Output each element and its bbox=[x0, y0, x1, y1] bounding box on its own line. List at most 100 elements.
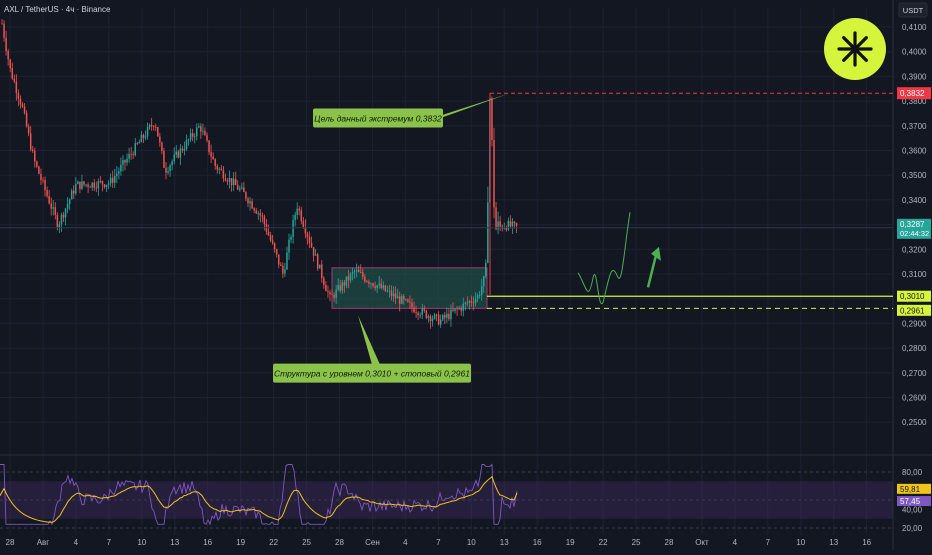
level-price-label: 0,3010 bbox=[900, 292, 925, 301]
rsi-y-tick-label: 40,00 bbox=[902, 505, 923, 514]
candle bbox=[15, 81, 18, 94]
candle bbox=[228, 178, 231, 182]
structure-callout-text: Структура с уровнем 0,3010 + стоповый 0,… bbox=[274, 369, 470, 379]
candle bbox=[128, 153, 130, 159]
candle bbox=[114, 176, 116, 183]
candle bbox=[513, 221, 516, 224]
candle bbox=[357, 270, 360, 273]
candle bbox=[341, 282, 344, 291]
candle bbox=[439, 319, 442, 325]
candle bbox=[193, 136, 196, 138]
candle bbox=[364, 276, 366, 282]
candle bbox=[9, 59, 11, 69]
candle bbox=[466, 302, 469, 304]
candle bbox=[415, 312, 417, 313]
candle bbox=[421, 308, 423, 315]
candle bbox=[189, 133, 192, 140]
candle bbox=[456, 308, 458, 310]
x-tick-label: 7 bbox=[107, 538, 112, 547]
candle bbox=[349, 273, 352, 281]
candle bbox=[185, 140, 188, 149]
y-tick-label: 0,2600 bbox=[902, 394, 927, 403]
candle bbox=[200, 126, 202, 132]
candle bbox=[300, 210, 303, 222]
candle bbox=[294, 214, 296, 221]
candle bbox=[288, 239, 290, 253]
candle bbox=[347, 276, 350, 281]
candle bbox=[306, 233, 309, 238]
candle bbox=[64, 208, 67, 218]
candle bbox=[329, 292, 331, 295]
x-tick-label: 13 bbox=[500, 538, 509, 547]
candle bbox=[241, 187, 243, 189]
candle bbox=[290, 236, 292, 240]
x-tick-label: 10 bbox=[796, 538, 805, 547]
candle bbox=[21, 104, 24, 107]
rsi-ma-line bbox=[0, 475, 518, 523]
x-tick-label: 28 bbox=[665, 538, 674, 547]
candle bbox=[3, 23, 5, 38]
candle bbox=[17, 93, 20, 99]
candle bbox=[77, 181, 79, 184]
candle bbox=[62, 214, 65, 218]
candle bbox=[446, 313, 448, 318]
y-tick-label: 0,3200 bbox=[902, 245, 927, 254]
candle bbox=[38, 166, 40, 174]
candle bbox=[163, 150, 165, 168]
candle bbox=[107, 183, 110, 185]
rsi-y-tick-label: 20,00 bbox=[902, 524, 923, 533]
candle bbox=[54, 207, 57, 215]
candle bbox=[366, 281, 368, 283]
x-tick-label: 19 bbox=[236, 538, 245, 547]
candle bbox=[50, 203, 52, 209]
y-tick-label: 0,3600 bbox=[902, 147, 927, 156]
candle bbox=[66, 203, 69, 209]
candle bbox=[11, 68, 13, 79]
candle bbox=[485, 262, 487, 276]
candle bbox=[183, 148, 186, 151]
currency-label: USDT bbox=[903, 6, 924, 15]
candle bbox=[79, 181, 81, 189]
candle bbox=[239, 188, 241, 190]
candle bbox=[46, 189, 48, 196]
rsi-ma-value-label: 57,45 bbox=[900, 497, 921, 506]
candle bbox=[157, 127, 159, 137]
x-tick-label: 4 bbox=[74, 538, 79, 547]
y-tick-label: 0,4100 bbox=[902, 23, 927, 32]
candle bbox=[58, 224, 61, 228]
candle bbox=[48, 195, 50, 204]
candle bbox=[25, 112, 28, 127]
candle bbox=[165, 167, 167, 173]
candle bbox=[286, 252, 288, 270]
candle bbox=[460, 307, 462, 311]
candle bbox=[208, 140, 210, 153]
x-tick-label: 13 bbox=[170, 538, 179, 547]
candle bbox=[13, 78, 16, 82]
candle bbox=[382, 285, 385, 289]
countdown-label: 02:44:32 bbox=[900, 229, 929, 238]
x-tick-label: Авг bbox=[37, 538, 50, 547]
candle bbox=[179, 148, 182, 158]
candle bbox=[495, 207, 497, 230]
candle bbox=[296, 208, 298, 215]
candle bbox=[32, 149, 34, 151]
candle bbox=[331, 294, 333, 296]
candle bbox=[191, 133, 194, 137]
candle bbox=[327, 291, 329, 293]
candle bbox=[155, 126, 157, 128]
candle bbox=[89, 186, 91, 188]
candle bbox=[464, 302, 467, 304]
candle bbox=[40, 173, 42, 180]
candle bbox=[480, 286, 483, 295]
candle bbox=[267, 231, 270, 236]
candle bbox=[99, 181, 102, 182]
x-tick-label: 28 bbox=[6, 538, 15, 547]
currency-button[interactable] bbox=[898, 2, 928, 18]
candle bbox=[87, 184, 89, 187]
candle bbox=[472, 302, 475, 304]
candle bbox=[206, 135, 208, 141]
candle bbox=[142, 134, 145, 138]
y-tick-label: 0,2700 bbox=[902, 369, 927, 378]
